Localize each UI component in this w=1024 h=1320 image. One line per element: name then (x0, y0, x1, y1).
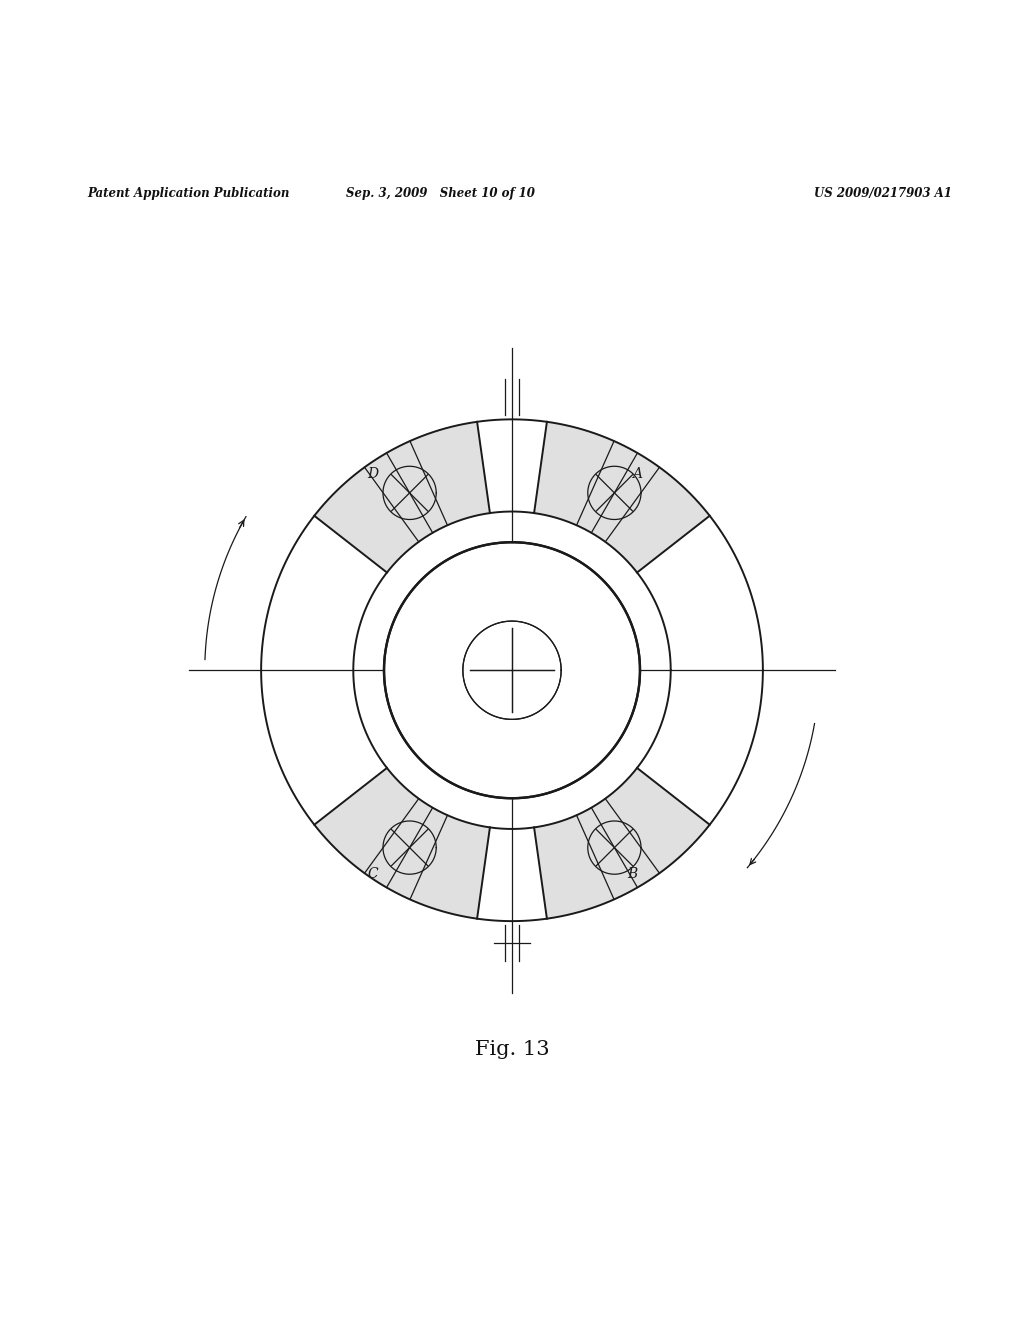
Text: US 2009/0217903 A1: US 2009/0217903 A1 (814, 187, 952, 199)
Text: B: B (628, 867, 638, 882)
Polygon shape (314, 768, 489, 919)
Polygon shape (535, 768, 710, 919)
Text: Fig. 13: Fig. 13 (475, 1040, 549, 1059)
Polygon shape (384, 543, 640, 799)
Text: A: A (632, 467, 642, 482)
Polygon shape (535, 422, 710, 573)
Text: Patent Application Publication: Patent Application Publication (87, 187, 290, 199)
Polygon shape (314, 422, 489, 573)
Text: D: D (368, 467, 378, 482)
Text: Sep. 3, 2009   Sheet 10 of 10: Sep. 3, 2009 Sheet 10 of 10 (346, 187, 535, 199)
Text: C: C (368, 867, 378, 882)
